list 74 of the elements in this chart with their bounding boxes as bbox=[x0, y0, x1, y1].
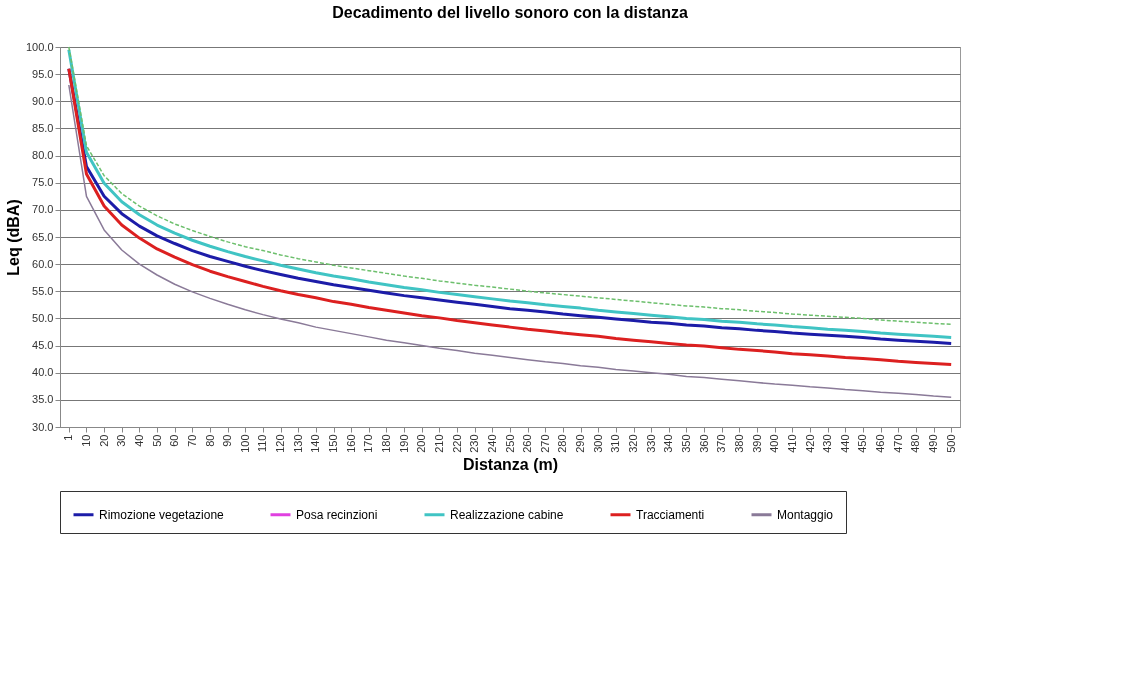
y-tick-label: 50.0 bbox=[32, 311, 54, 324]
x-tick-label: 340 bbox=[662, 434, 675, 453]
x-tick-label: 30 bbox=[115, 434, 128, 447]
y-tick-label: 45.0 bbox=[32, 339, 54, 352]
x-tick-label: 190 bbox=[397, 434, 410, 453]
x-tick-label: 170 bbox=[362, 434, 375, 453]
x-tick-label: 1 bbox=[62, 434, 75, 441]
x-tick-label: 270 bbox=[538, 434, 551, 453]
chart-title: Decadimento del livello sonoro con la distanza bbox=[332, 4, 688, 21]
x-tick-label: 480 bbox=[909, 434, 922, 453]
x-tick-label: 460 bbox=[874, 434, 887, 453]
x-tick-label: 360 bbox=[697, 434, 710, 453]
x-tick-label: 450 bbox=[856, 434, 869, 453]
x-tick-label: 140 bbox=[309, 434, 322, 453]
x-tick-label: 100 bbox=[238, 434, 251, 453]
y-tick-label: 75.0 bbox=[32, 176, 54, 189]
x-tick-label: 210 bbox=[432, 434, 445, 453]
x-tick-label: 300 bbox=[591, 434, 604, 453]
x-tick-label: 370 bbox=[715, 434, 728, 453]
x-tick-label: 280 bbox=[556, 434, 569, 453]
x-tick-label: 290 bbox=[574, 434, 587, 453]
x-tick-label: 10 bbox=[79, 434, 92, 447]
x-tick-label: 250 bbox=[503, 434, 516, 453]
x-tick-label: 120 bbox=[274, 434, 287, 453]
x-tick-label: 50 bbox=[150, 434, 163, 447]
x-tick-label: 160 bbox=[344, 434, 357, 453]
y-tick-label: 70.0 bbox=[32, 203, 54, 216]
x-tick-label: 410 bbox=[785, 434, 798, 453]
x-tick-label: 200 bbox=[415, 434, 428, 453]
legend-label: Tracciamenti bbox=[636, 507, 705, 522]
x-tick-label: 390 bbox=[750, 434, 763, 453]
x-tick-label: 230 bbox=[468, 434, 481, 453]
x-tick-label: 60 bbox=[168, 434, 181, 447]
y-axis-title: Leq (dBA) bbox=[4, 199, 22, 276]
y-tick-label: 100.0 bbox=[25, 40, 54, 53]
x-tick-label: 380 bbox=[732, 434, 745, 453]
x-tick-label: 20 bbox=[97, 434, 110, 447]
y-tick-label: 90.0 bbox=[32, 94, 54, 107]
x-tick-label: 430 bbox=[821, 434, 834, 453]
y-tick-label: 80.0 bbox=[32, 149, 54, 162]
x-tick-label: 420 bbox=[803, 434, 816, 453]
y-tick-label: 60.0 bbox=[32, 257, 54, 270]
x-tick-label: 40 bbox=[132, 434, 145, 447]
y-tick-label: 85.0 bbox=[32, 121, 54, 134]
legend-label: Rimozione vegetazione bbox=[99, 507, 225, 522]
x-tick-label: 80 bbox=[203, 434, 216, 447]
x-tick-label: 330 bbox=[644, 434, 657, 453]
x-tick-label: 260 bbox=[521, 434, 534, 453]
x-tick-label: 440 bbox=[838, 434, 851, 453]
y-tick-label: 65.0 bbox=[32, 230, 54, 243]
x-axis-title: Distanza (m) bbox=[462, 455, 559, 473]
y-tick-label: 55.0 bbox=[32, 284, 54, 297]
x-tick-label: 240 bbox=[485, 434, 498, 453]
y-tick-label: 30.0 bbox=[32, 420, 54, 433]
x-tick-label: 350 bbox=[679, 434, 692, 453]
x-tick-label: 470 bbox=[891, 434, 904, 453]
y-tick-label: 35.0 bbox=[32, 393, 54, 406]
x-tick-label: 320 bbox=[627, 434, 640, 453]
x-tick-label: 70 bbox=[185, 434, 198, 447]
x-tick-label: 220 bbox=[450, 434, 463, 453]
x-tick-label: 150 bbox=[327, 434, 340, 453]
x-tick-label: 90 bbox=[221, 434, 234, 447]
legend-label: Posa recinzioni bbox=[296, 507, 378, 522]
y-tick-label: 40.0 bbox=[32, 366, 54, 379]
legend-label: Realizzazione cabine bbox=[450, 507, 564, 522]
x-tick-label: 180 bbox=[379, 434, 392, 453]
x-tick-label: 310 bbox=[609, 434, 622, 453]
x-tick-label: 110 bbox=[256, 434, 269, 453]
y-tick-label: 95.0 bbox=[32, 67, 54, 80]
x-tick-label: 490 bbox=[927, 434, 940, 453]
legend-label: Montaggio bbox=[777, 507, 834, 522]
x-tick-label: 500 bbox=[944, 434, 957, 453]
x-tick-label: 400 bbox=[768, 434, 781, 453]
x-tick-label: 130 bbox=[291, 434, 304, 453]
